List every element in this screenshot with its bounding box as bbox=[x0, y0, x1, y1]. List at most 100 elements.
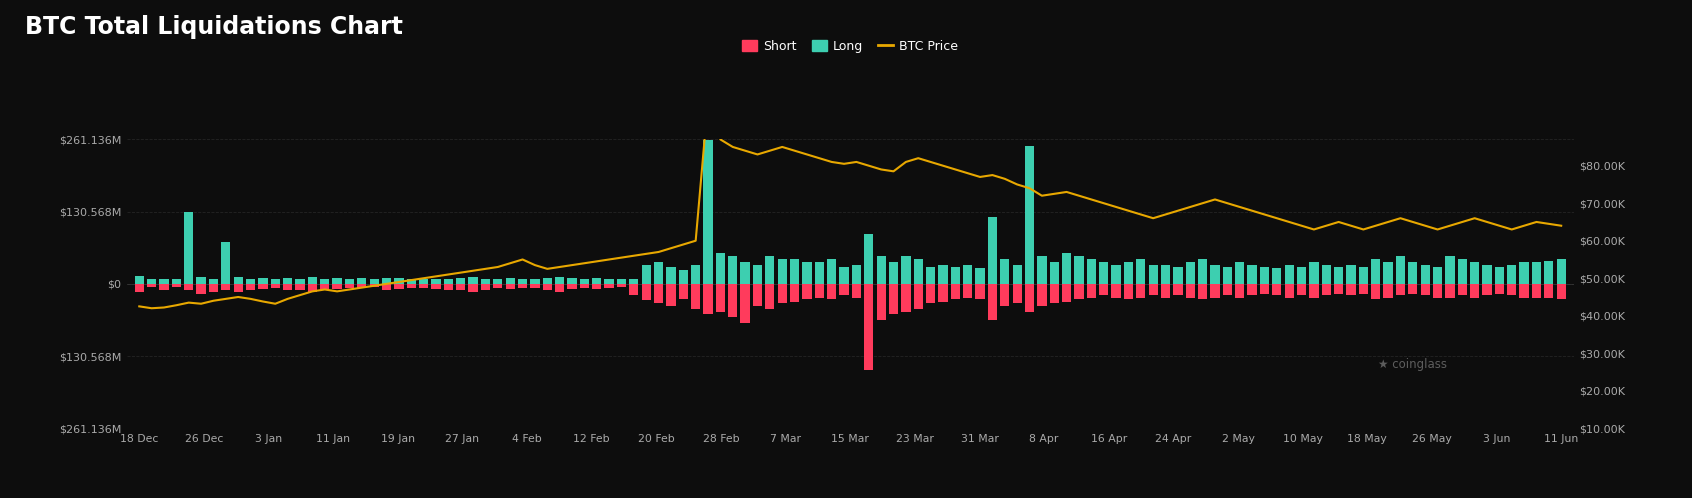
Bar bbox=[1482, 284, 1492, 295]
Bar bbox=[1494, 267, 1504, 284]
Bar bbox=[469, 284, 477, 292]
Bar bbox=[1494, 284, 1504, 294]
Bar bbox=[135, 275, 144, 284]
Bar bbox=[1025, 284, 1034, 312]
Bar bbox=[1457, 284, 1467, 295]
Bar bbox=[778, 284, 787, 303]
Bar bbox=[1074, 284, 1083, 299]
Bar bbox=[443, 279, 453, 284]
Bar bbox=[1396, 284, 1404, 295]
Bar bbox=[481, 279, 491, 284]
Bar bbox=[790, 284, 799, 302]
Bar bbox=[1112, 264, 1120, 284]
Bar bbox=[506, 284, 514, 289]
Bar bbox=[1384, 262, 1393, 284]
Bar bbox=[988, 218, 997, 284]
Bar bbox=[678, 284, 689, 299]
Bar bbox=[159, 284, 169, 290]
Bar bbox=[184, 212, 193, 284]
Bar bbox=[1037, 256, 1047, 284]
Bar bbox=[320, 284, 330, 290]
Bar bbox=[1321, 264, 1332, 284]
Bar bbox=[259, 284, 267, 289]
Bar bbox=[1482, 264, 1492, 284]
Bar bbox=[716, 284, 726, 312]
Bar bbox=[1508, 264, 1516, 284]
Bar bbox=[1457, 259, 1467, 284]
Bar bbox=[555, 284, 565, 292]
Bar bbox=[1000, 284, 1010, 306]
Bar bbox=[222, 243, 230, 284]
Bar bbox=[1049, 284, 1059, 303]
Bar bbox=[518, 279, 528, 284]
Bar bbox=[1135, 284, 1145, 298]
Bar bbox=[704, 139, 712, 284]
Bar bbox=[184, 284, 193, 290]
Bar bbox=[345, 284, 354, 288]
Bar bbox=[543, 278, 552, 284]
Bar bbox=[641, 264, 651, 284]
Bar bbox=[1296, 267, 1306, 284]
Bar bbox=[530, 279, 540, 284]
Bar bbox=[1173, 284, 1183, 295]
Bar bbox=[1384, 284, 1393, 298]
Bar bbox=[233, 284, 244, 292]
Bar bbox=[704, 284, 712, 314]
Bar bbox=[567, 278, 577, 284]
Bar bbox=[357, 284, 367, 288]
Bar bbox=[1086, 259, 1096, 284]
Bar bbox=[1310, 284, 1318, 298]
Bar bbox=[604, 284, 614, 288]
Bar bbox=[1272, 268, 1281, 284]
Bar bbox=[283, 278, 293, 284]
Bar bbox=[1037, 284, 1047, 306]
Bar bbox=[1012, 284, 1022, 303]
Bar bbox=[296, 279, 305, 284]
Bar bbox=[902, 284, 910, 312]
Bar bbox=[728, 256, 738, 284]
Bar bbox=[245, 279, 255, 284]
Bar bbox=[914, 259, 922, 284]
Bar bbox=[308, 277, 316, 284]
Bar bbox=[271, 279, 279, 284]
Bar bbox=[481, 284, 491, 290]
Bar bbox=[222, 284, 230, 290]
Bar bbox=[1421, 264, 1430, 284]
Bar bbox=[394, 278, 404, 284]
Bar bbox=[1186, 284, 1195, 298]
Bar bbox=[926, 284, 936, 303]
Bar bbox=[592, 278, 601, 284]
Bar bbox=[1359, 284, 1369, 294]
Bar bbox=[1161, 264, 1171, 284]
Bar bbox=[814, 262, 824, 284]
Text: BTC Total Liquidations Chart: BTC Total Liquidations Chart bbox=[25, 15, 403, 39]
Bar bbox=[1519, 284, 1530, 298]
Bar bbox=[1074, 256, 1083, 284]
Bar bbox=[1519, 262, 1530, 284]
Bar bbox=[208, 279, 218, 284]
Bar bbox=[1198, 259, 1208, 284]
Bar bbox=[1123, 262, 1134, 284]
Bar bbox=[406, 279, 416, 284]
Bar bbox=[1123, 284, 1134, 299]
Bar bbox=[1371, 284, 1381, 299]
Bar bbox=[1100, 284, 1108, 295]
Bar bbox=[1557, 259, 1565, 284]
Bar bbox=[580, 279, 589, 284]
Bar bbox=[888, 284, 898, 314]
Bar bbox=[1135, 259, 1145, 284]
Bar bbox=[653, 284, 663, 303]
Bar bbox=[678, 270, 689, 284]
Bar bbox=[1445, 284, 1455, 298]
Bar bbox=[245, 284, 255, 290]
Bar bbox=[196, 284, 206, 294]
Bar bbox=[196, 277, 206, 284]
Bar bbox=[765, 284, 775, 309]
Bar bbox=[926, 267, 936, 284]
Bar bbox=[1445, 256, 1455, 284]
Bar bbox=[753, 284, 761, 306]
Bar bbox=[1433, 284, 1442, 298]
Bar bbox=[1247, 284, 1257, 295]
Bar bbox=[332, 284, 342, 289]
Bar bbox=[741, 284, 750, 323]
